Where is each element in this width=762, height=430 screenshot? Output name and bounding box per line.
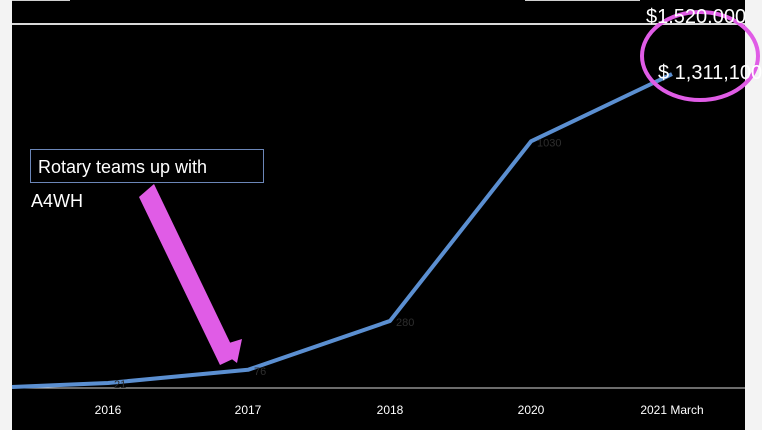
current-value-label: $ 1,311,100	[658, 62, 762, 84]
data-labels: 21 76 280 1030	[114, 137, 561, 391]
series-line	[11, 72, 673, 389]
chart-panel	[12, 0, 745, 430]
goal-value-label: $1.520.000	[646, 6, 747, 28]
annotation-callout: Rotary teams up with A4WH	[30, 149, 264, 211]
data-label: 1030	[537, 137, 561, 149]
highlight-circle	[640, 10, 760, 102]
x-tick-label: 2020	[518, 403, 545, 417]
data-label: 76	[254, 366, 266, 378]
x-tick-label: 2017	[235, 403, 262, 417]
x-axis-ticks: 2016 2017 2018 2020 2021 March	[95, 403, 704, 417]
data-label: 21	[114, 379, 126, 391]
x-tick-label: 2021 March	[640, 403, 703, 417]
series-group	[11, 72, 673, 389]
x-tick-label: 2016	[95, 403, 122, 417]
annotation-arrow-shaft	[139, 184, 237, 365]
data-label: 280	[396, 317, 414, 329]
annotation-arrow-head	[216, 339, 242, 363]
x-tick-label: 2018	[377, 403, 404, 417]
